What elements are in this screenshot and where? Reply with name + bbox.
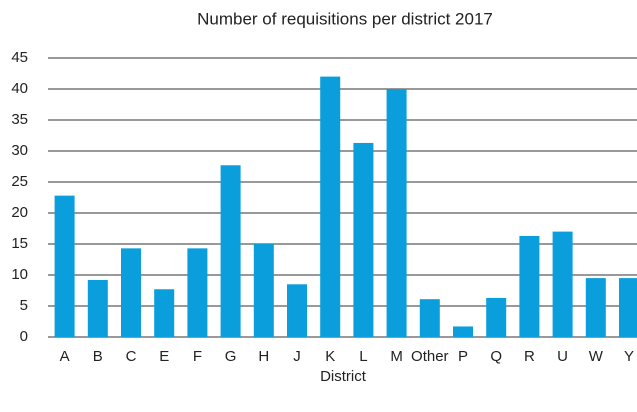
bar xyxy=(320,76,341,337)
y-tick-label: 30 xyxy=(11,142,28,159)
x-tick-label: H xyxy=(258,348,269,365)
x-tick-label: G xyxy=(225,348,237,365)
x-tick-label: E xyxy=(159,348,169,365)
x-axis-label: District xyxy=(320,368,367,385)
y-tick-label: 20 xyxy=(11,204,28,221)
bar xyxy=(419,299,440,337)
x-tick-label: F xyxy=(193,348,202,365)
bar xyxy=(585,278,606,337)
bar xyxy=(121,248,141,337)
bar xyxy=(619,278,637,337)
x-tick-label: M xyxy=(390,348,403,365)
bar xyxy=(220,165,241,337)
y-tick-label: 45 xyxy=(11,49,28,66)
x-tick-label: A xyxy=(60,348,70,365)
x-tick-label: K xyxy=(325,348,335,365)
x-tick-label: J xyxy=(293,348,301,365)
y-tick-label: 15 xyxy=(11,235,28,252)
x-tick-label: C xyxy=(126,348,137,365)
bar xyxy=(552,231,573,337)
x-tick-label: L xyxy=(359,348,367,365)
y-tick-label: 40 xyxy=(11,80,28,97)
bar xyxy=(386,89,407,337)
chart-title: Number of requisitions per district 2017 xyxy=(197,9,493,28)
bar xyxy=(154,289,175,337)
x-tick-label: B xyxy=(93,348,103,365)
x-tick-label: Q xyxy=(490,348,502,365)
y-tick-label: 25 xyxy=(11,173,28,190)
x-tick-label: U xyxy=(557,348,568,365)
y-tick-label: 35 xyxy=(11,111,28,128)
bar xyxy=(353,142,374,337)
x-tick-label: W xyxy=(589,348,604,365)
bar xyxy=(187,248,208,337)
x-tick-label: Other xyxy=(411,348,449,365)
x-tick-label: P xyxy=(458,348,468,365)
x-tick-label: Y xyxy=(624,348,634,365)
bar xyxy=(519,235,540,337)
bar xyxy=(253,244,274,337)
y-tick-label: 10 xyxy=(11,266,28,283)
bar xyxy=(453,326,473,337)
y-tick-label: 0 xyxy=(20,328,28,345)
y-tick-label: 5 xyxy=(20,297,28,314)
x-tick-label: R xyxy=(524,348,535,365)
bar xyxy=(287,284,307,337)
bar xyxy=(486,297,507,337)
bar xyxy=(54,195,75,337)
bar xyxy=(87,279,108,337)
